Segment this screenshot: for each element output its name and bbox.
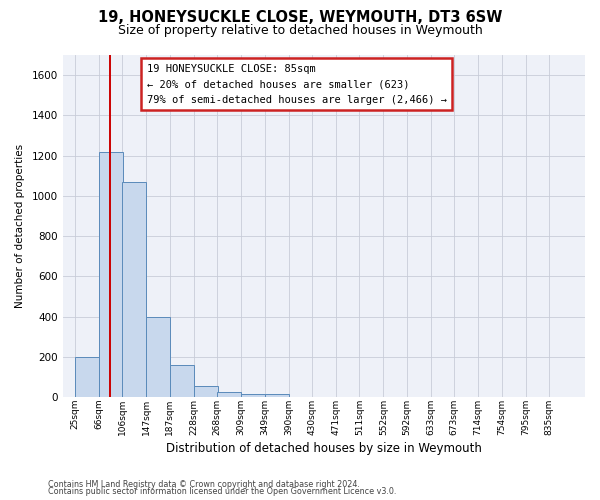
Y-axis label: Number of detached properties: Number of detached properties	[15, 144, 25, 308]
Bar	[75, 357, 99, 398]
Text: Size of property relative to detached houses in Weymouth: Size of property relative to detached ho…	[118, 24, 482, 37]
X-axis label: Distribution of detached houses by size in Weymouth: Distribution of detached houses by size …	[166, 442, 482, 455]
Text: 19 HONEYSUCKLE CLOSE: 85sqm
← 20% of detached houses are smaller (623)
79% of se: 19 HONEYSUCKLE CLOSE: 85sqm ← 20% of det…	[146, 64, 446, 105]
Text: Contains public sector information licensed under the Open Government Licence v3: Contains public sector information licen…	[48, 487, 397, 496]
Bar	[170, 365, 194, 398]
Text: Contains HM Land Registry data © Crown copyright and database right 2024.: Contains HM Land Registry data © Crown c…	[48, 480, 360, 489]
Text: 19, HONEYSUCKLE CLOSE, WEYMOUTH, DT3 6SW: 19, HONEYSUCKLE CLOSE, WEYMOUTH, DT3 6SW	[98, 10, 502, 25]
Bar	[194, 386, 218, 398]
Bar	[265, 394, 289, 398]
Bar	[146, 317, 170, 398]
Bar	[241, 394, 265, 398]
Bar	[122, 182, 146, 398]
Bar	[217, 392, 241, 398]
Bar	[99, 152, 123, 398]
